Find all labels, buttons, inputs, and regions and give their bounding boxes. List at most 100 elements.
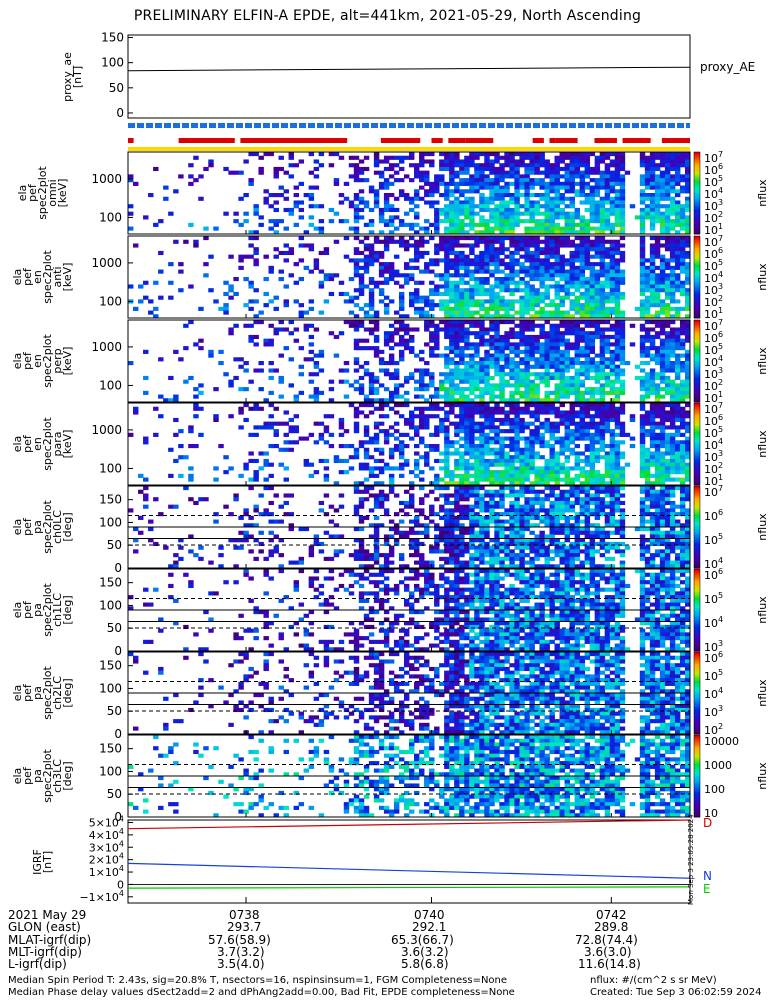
status-bar-blue-segment xyxy=(146,123,153,128)
panel-frame xyxy=(127,319,691,403)
proxy-ae-ylabel: proxy_ae[nT] xyxy=(61,52,84,102)
status-bar-blue-segment xyxy=(389,123,396,128)
status-bar-blue-segment xyxy=(398,123,405,128)
axis-label-line: ela xyxy=(16,185,29,202)
axis-label-line: [deg] xyxy=(61,761,74,790)
axis-label-line: pa xyxy=(31,603,44,617)
status-bar-blue-segment xyxy=(200,123,207,128)
status-bar-blue-segment xyxy=(569,123,576,128)
colorbar-tick-label: 103 xyxy=(704,366,723,381)
colorbar-tick-label: 102 xyxy=(704,722,723,737)
status-bar-blue-segment xyxy=(542,123,549,128)
status-bar-blue-segment xyxy=(290,123,297,128)
colorbar-tick-label: 103 xyxy=(704,282,723,297)
axis-label-line: ela xyxy=(11,602,24,619)
pa-ytick-label: 0 xyxy=(114,810,122,824)
status-bar-blue-segment xyxy=(677,123,684,128)
footer-glon-1: 293.7 xyxy=(227,920,262,934)
footer-row-date: 2021 May 29 xyxy=(8,908,87,922)
axis-label-line: IGRF xyxy=(31,849,44,875)
status-bar-blue-segment xyxy=(380,123,387,128)
axis-label-line: pa xyxy=(31,520,44,534)
colorbar-label: nflux xyxy=(756,347,769,375)
axis-label-line: pef xyxy=(21,517,34,536)
status-bar-blue-segment xyxy=(344,123,351,128)
status-bar-blue-segment xyxy=(650,123,657,128)
colorbar-tick-label: 101 xyxy=(704,306,723,321)
pa-ytick-label: 50 xyxy=(107,787,122,801)
status-bar-blue-segment xyxy=(587,123,594,128)
axis-label-line: spec2plot xyxy=(41,500,54,554)
energy-ytick-label: 100 xyxy=(99,378,122,392)
igrf-frame xyxy=(127,819,691,904)
status-bar-red-segment xyxy=(465,138,494,143)
axis-label-line: [deg] xyxy=(61,512,74,541)
energy-ytick-label: 100 xyxy=(99,210,122,224)
colorbar-label-text: nflux xyxy=(756,179,769,207)
status-bar-blue-segment xyxy=(452,123,459,128)
igrf-ytick-label: 3×104 xyxy=(89,839,124,854)
axis-label-line: pef xyxy=(21,600,34,619)
panel-frame xyxy=(127,402,691,486)
colorbar-label: nflux xyxy=(756,430,769,458)
status-bar-blue-segment xyxy=(443,123,450,128)
status-bar-blue-segment xyxy=(641,123,648,128)
footnote-nflux-units: nflux: #/(cm^2 s sr MeV) xyxy=(590,975,717,986)
colorbar-tick-label: 106 xyxy=(704,567,723,582)
status-bar-blue-segment xyxy=(209,123,216,128)
axis-label-line: en xyxy=(31,270,44,284)
status-bar-red-segment xyxy=(431,138,443,143)
colorbar-label: nflux xyxy=(756,263,769,291)
status-bar-blue-segment xyxy=(299,123,306,128)
igrf-ylabel: IGRF[nT] xyxy=(31,849,54,875)
colorbar-tick-label: 105 xyxy=(704,668,723,683)
axis-label-line: pef xyxy=(21,351,34,370)
pa-ytick-label: 150 xyxy=(99,493,122,507)
status-bar-blue-segment xyxy=(236,123,243,128)
status-bar-red-segment xyxy=(128,138,134,143)
axis-label-line: pa xyxy=(31,769,44,783)
colorbar-label: nflux xyxy=(756,179,769,207)
status-bar-blue-segment xyxy=(461,123,468,128)
colorbar-tick-label: 103 xyxy=(704,704,723,719)
axis-label-line: ch2LC xyxy=(51,676,64,710)
pa-ytick-label: 100 xyxy=(99,515,122,529)
pa-ytick-label: 50 xyxy=(107,704,122,718)
side-timestamp-text: Mon Sep 3 23:05:28 2024 xyxy=(687,814,695,905)
status-bar-blue-segment xyxy=(335,123,342,128)
status-bar-blue-segment xyxy=(578,123,585,128)
pa-ytick-label: 0 xyxy=(114,561,122,575)
axis-label-line: ch3LC xyxy=(51,759,64,793)
colorbar-tick-label: 104 xyxy=(704,556,723,571)
axis-label-line: ela xyxy=(11,269,24,286)
energy-ytick-label: 100 xyxy=(99,294,122,308)
proxy-ae-line xyxy=(127,66,691,72)
panel-frame xyxy=(127,151,691,235)
pa-ytick-label: 100 xyxy=(99,598,122,612)
footer-l-2: 5.8(6.8) xyxy=(401,957,449,971)
footer-mlt-1: 3.7(3.2) xyxy=(217,945,265,959)
axis-label-line: pef xyxy=(26,183,39,202)
status-bar-blue-segment xyxy=(272,123,279,128)
pa-ytick-label: 150 xyxy=(99,659,122,673)
colorbar xyxy=(693,734,701,818)
colorbar-label-text: nflux xyxy=(756,762,769,790)
status-bar-blue-segment xyxy=(434,123,441,128)
status-bar-blue-segment xyxy=(137,123,144,128)
proxy-ae-frame xyxy=(127,34,691,119)
axis-label-line: ch1LC xyxy=(51,593,64,627)
colorbar-label: nflux xyxy=(756,762,769,790)
axis-label-line: spec2plot xyxy=(41,417,54,471)
colorbar-tick-label: 1000 xyxy=(704,759,732,772)
colorbar-tick-label: 102 xyxy=(704,210,723,225)
pa-ytick-label: 100 xyxy=(99,681,122,695)
colorbar-tick-label: 104 xyxy=(704,437,723,452)
colorbar-label: nflux xyxy=(756,596,769,624)
